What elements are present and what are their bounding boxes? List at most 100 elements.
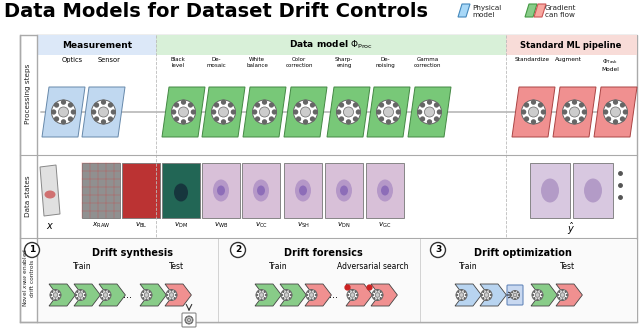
Circle shape	[50, 289, 61, 300]
Circle shape	[169, 293, 174, 297]
Polygon shape	[255, 284, 282, 306]
FancyBboxPatch shape	[162, 163, 200, 218]
Polygon shape	[531, 284, 557, 306]
FancyBboxPatch shape	[573, 163, 613, 218]
Polygon shape	[556, 284, 582, 306]
Circle shape	[284, 293, 289, 297]
Circle shape	[513, 293, 517, 297]
Circle shape	[256, 294, 258, 296]
Circle shape	[376, 298, 379, 301]
Circle shape	[264, 291, 266, 293]
Circle shape	[94, 116, 99, 122]
Circle shape	[255, 116, 260, 122]
Circle shape	[144, 293, 149, 297]
Polygon shape	[280, 284, 307, 306]
Circle shape	[24, 242, 40, 257]
Text: 2: 2	[235, 245, 241, 254]
Circle shape	[285, 289, 288, 292]
Circle shape	[185, 319, 187, 321]
Circle shape	[434, 116, 439, 122]
Circle shape	[532, 294, 534, 296]
Circle shape	[214, 103, 219, 108]
Text: Train: Train	[73, 262, 92, 271]
Text: Drift synthesis: Drift synthesis	[92, 248, 173, 258]
Circle shape	[188, 116, 193, 122]
Polygon shape	[371, 284, 397, 306]
Circle shape	[54, 298, 57, 301]
Text: 1: 1	[29, 245, 35, 254]
Circle shape	[101, 297, 104, 299]
Text: Measurement: Measurement	[62, 41, 132, 50]
Circle shape	[459, 293, 464, 297]
FancyBboxPatch shape	[506, 35, 637, 55]
Circle shape	[424, 107, 435, 117]
Ellipse shape	[340, 185, 348, 195]
Circle shape	[570, 107, 580, 117]
Polygon shape	[82, 87, 125, 137]
Circle shape	[572, 100, 577, 105]
Circle shape	[353, 103, 358, 108]
Circle shape	[379, 116, 384, 122]
Circle shape	[460, 289, 463, 292]
Polygon shape	[162, 87, 205, 137]
Circle shape	[603, 109, 608, 115]
Circle shape	[230, 242, 246, 257]
Circle shape	[417, 109, 422, 115]
Circle shape	[181, 100, 186, 105]
Circle shape	[142, 291, 145, 293]
Polygon shape	[284, 87, 327, 137]
Polygon shape	[49, 284, 76, 306]
Text: $\mathit{x}_{\rm RAW}$: $\mathit{x}_{\rm RAW}$	[92, 221, 110, 230]
Circle shape	[482, 297, 484, 299]
Circle shape	[172, 100, 195, 124]
Circle shape	[188, 318, 191, 322]
Circle shape	[188, 316, 190, 318]
Circle shape	[104, 289, 107, 292]
Circle shape	[514, 290, 516, 292]
Circle shape	[306, 289, 317, 300]
Circle shape	[310, 289, 313, 292]
Circle shape	[510, 294, 512, 296]
Circle shape	[315, 294, 317, 296]
Text: Physical
model: Physical model	[472, 5, 501, 18]
Circle shape	[353, 116, 358, 122]
Circle shape	[262, 100, 267, 105]
Circle shape	[309, 293, 314, 297]
Circle shape	[260, 298, 262, 301]
Circle shape	[356, 109, 361, 115]
Circle shape	[375, 293, 380, 297]
Circle shape	[293, 109, 298, 115]
Circle shape	[339, 103, 344, 108]
Circle shape	[145, 298, 148, 301]
Circle shape	[355, 291, 357, 293]
Circle shape	[511, 290, 520, 299]
Ellipse shape	[257, 185, 265, 195]
Circle shape	[68, 103, 73, 108]
Circle shape	[337, 100, 360, 124]
Polygon shape	[40, 165, 60, 216]
Circle shape	[61, 100, 66, 105]
Circle shape	[211, 109, 216, 115]
Circle shape	[307, 291, 310, 293]
Circle shape	[99, 107, 109, 117]
Circle shape	[606, 116, 611, 122]
Circle shape	[228, 116, 233, 122]
Circle shape	[417, 100, 442, 124]
Polygon shape	[74, 284, 100, 306]
Circle shape	[142, 297, 145, 299]
Circle shape	[420, 103, 425, 108]
Circle shape	[53, 293, 58, 297]
Circle shape	[167, 291, 170, 293]
Circle shape	[170, 289, 173, 292]
Circle shape	[214, 116, 219, 122]
Circle shape	[565, 103, 570, 108]
Circle shape	[310, 298, 313, 301]
Polygon shape	[512, 87, 555, 137]
Circle shape	[171, 109, 176, 115]
Circle shape	[613, 119, 618, 125]
Circle shape	[485, 298, 488, 301]
Circle shape	[228, 103, 233, 108]
Circle shape	[485, 289, 488, 292]
Circle shape	[356, 294, 358, 296]
Circle shape	[532, 289, 543, 300]
